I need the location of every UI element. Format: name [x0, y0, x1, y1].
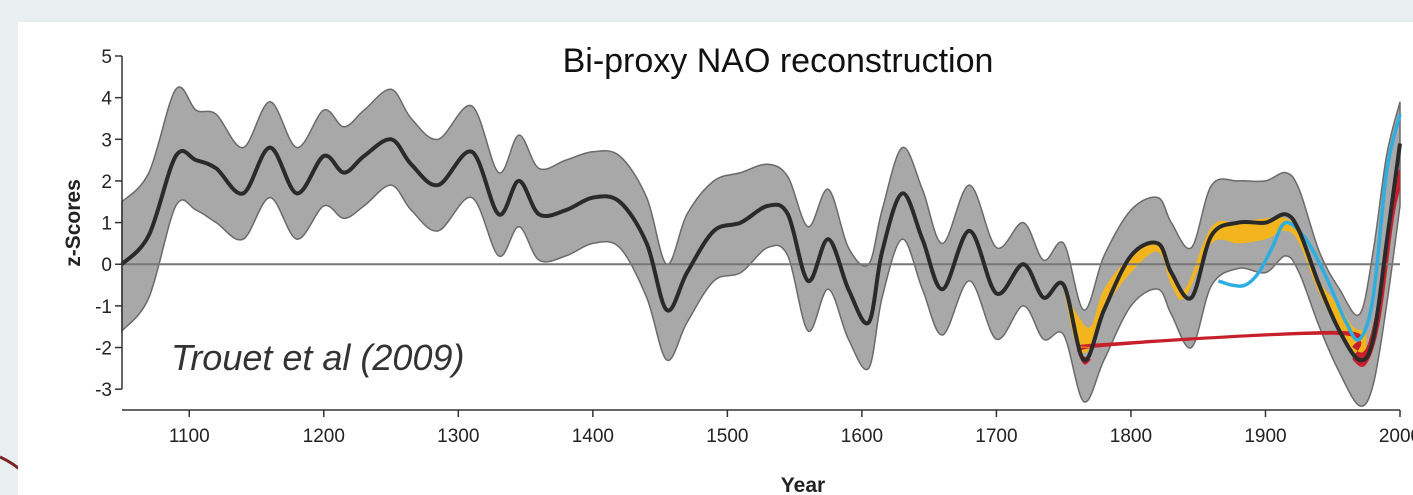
chart: 5 4 3 2 1 0 -1 -2 -3 1100 1200 1300 1400 1500 1600 1700…	[62, 42, 1413, 495]
y-tick-label: 5	[101, 47, 112, 68]
chart-title: Bi-proxy NAO reconstruction	[563, 42, 994, 80]
reconstruction-series-line	[120, 137, 1402, 363]
y-tick-label: 1	[101, 214, 112, 235]
color-fill-layer	[1063, 168, 1400, 367]
y-tick-label: 4	[101, 89, 112, 110]
axes: 5 4 3 2 1 0 -1 -2 -3 1100 1200 1300 1400 1500 1600 1700…	[95, 47, 1413, 447]
x-tick-label: 1800	[1110, 426, 1152, 447]
x-tick-label: 2000	[1379, 426, 1413, 447]
x-tick-label: 1900	[1244, 426, 1286, 447]
chart-panel: 5 4 3 2 1 0 -1 -2 -3 1100 1200 1300 1400 1500 1600 1700…	[18, 22, 1413, 495]
y-tick-label: 0	[101, 255, 112, 276]
x-axis-title: Year	[781, 474, 825, 495]
red-fill-area	[1077, 168, 1400, 367]
instrumental-series-line	[1217, 113, 1402, 342]
x-tick-label: 1700	[975, 426, 1017, 447]
y-axis-title: z-Scores	[62, 179, 85, 267]
yellow-fill-area	[1063, 217, 1367, 354]
x-tick-label: 1200	[303, 426, 345, 447]
x-tick-label: 1600	[841, 426, 883, 447]
x-tick-label: 1100	[169, 426, 210, 447]
citation-annotation: Trouet et al (2009)	[171, 337, 464, 378]
y-tick-label: -2	[95, 339, 112, 360]
x-tick-label: 1500	[706, 426, 748, 447]
y-tick-label: -1	[95, 297, 112, 318]
y-tick-label: 2	[101, 172, 112, 193]
series-line-layer	[120, 113, 1402, 363]
x-tick-label: 1400	[572, 426, 614, 447]
y-tick-label: -3	[95, 380, 112, 401]
y-tick-label: 3	[101, 130, 112, 151]
x-tick-label: 1300	[437, 426, 479, 447]
